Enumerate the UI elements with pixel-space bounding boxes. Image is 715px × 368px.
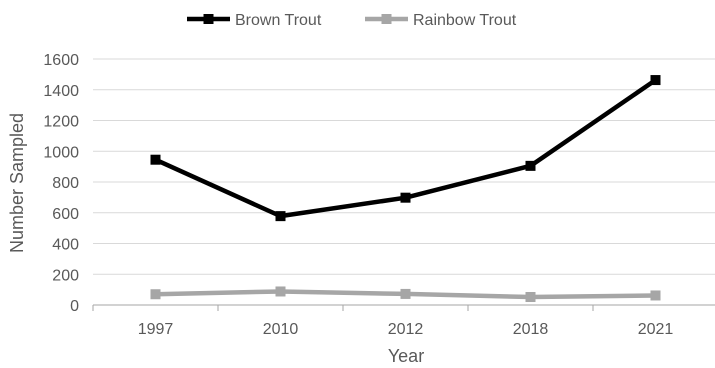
brown-trout-point bbox=[650, 75, 661, 86]
y-tick-label-400: 400 bbox=[52, 237, 79, 254]
brown-trout-point bbox=[525, 160, 536, 171]
series-group bbox=[150, 75, 661, 303]
y-axis-title: Number Sampled bbox=[7, 113, 27, 253]
legend-label-brown-trout: Brown Trout bbox=[235, 12, 322, 29]
y-tick-label-1600: 1600 bbox=[43, 52, 79, 69]
brown-trout-point bbox=[400, 192, 411, 203]
x-tick-label-2010: 2010 bbox=[263, 321, 299, 338]
rainbow-trout-point bbox=[650, 290, 661, 301]
y-tick-label-0: 0 bbox=[70, 298, 79, 315]
legend-label-rainbow-trout: Rainbow Trout bbox=[413, 12, 517, 29]
legend-marker-brown-trout bbox=[203, 14, 214, 24]
legend: Brown Trout Rainbow Trout bbox=[187, 12, 517, 29]
y-tick-label-1000: 1000 bbox=[43, 144, 79, 161]
y-axis-ticks: 0 200 400 600 800 1000 1200 1400 1600 bbox=[43, 52, 79, 315]
rainbow-trout-point bbox=[400, 288, 411, 299]
y-tick-label-200: 200 bbox=[52, 267, 79, 284]
x-tick-label-2012: 2012 bbox=[388, 321, 424, 338]
x-tick-label-2018: 2018 bbox=[513, 321, 549, 338]
y-tick-label-1200: 1200 bbox=[43, 114, 79, 131]
y-tick-label-1400: 1400 bbox=[43, 83, 79, 100]
gridlines bbox=[93, 58, 715, 275]
rainbow-trout-point bbox=[525, 292, 536, 303]
rainbow-trout-point bbox=[275, 286, 286, 297]
rainbow-trout-point bbox=[150, 289, 161, 300]
x-axis-title: Year bbox=[388, 346, 424, 366]
y-tick-label-800: 800 bbox=[52, 175, 79, 192]
y-tick-label-600: 600 bbox=[52, 206, 79, 223]
legend-marker-rainbow-trout bbox=[381, 14, 392, 24]
x-tick-label-1997: 1997 bbox=[138, 321, 174, 338]
x-tick-label-2021: 2021 bbox=[638, 321, 674, 338]
x-axis: 1997 2010 2012 2018 2021 bbox=[92, 304, 715, 338]
brown-trout-point bbox=[275, 211, 286, 222]
brown-trout-point bbox=[150, 154, 161, 165]
